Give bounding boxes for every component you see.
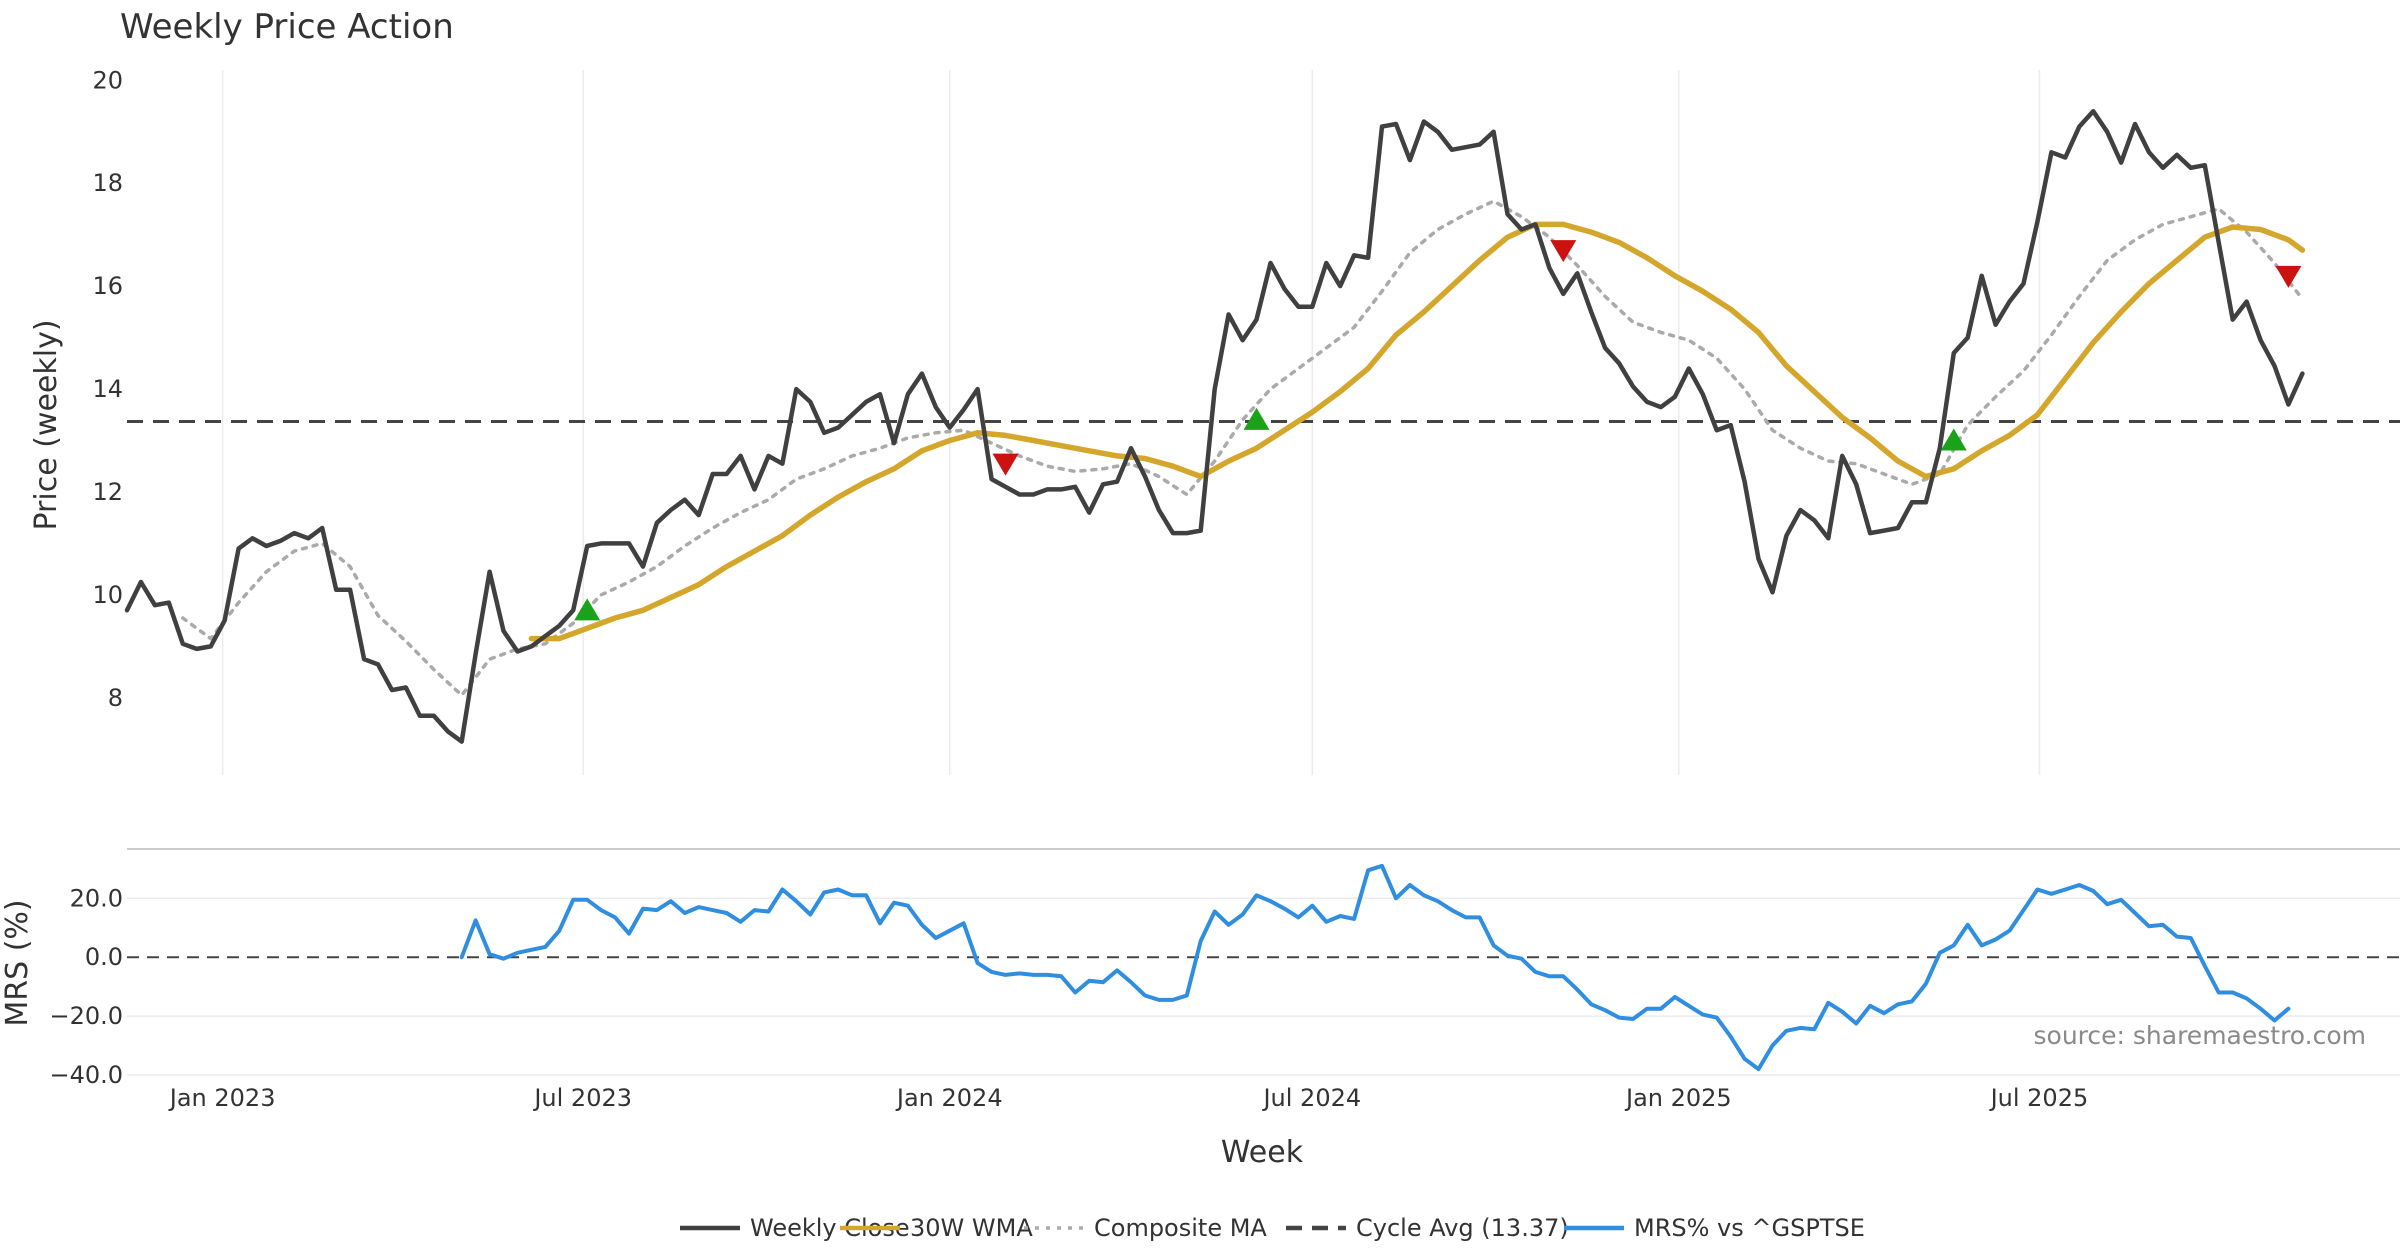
mrs-y-tick-label: −40.0 — [49, 1061, 123, 1089]
legend-item: 30W WMA — [840, 1214, 1033, 1242]
chart-title: Weekly Price Action — [120, 7, 454, 47]
legend-item: Composite MA — [1024, 1214, 1267, 1242]
x-tick-label: Jul 2023 — [532, 1084, 632, 1112]
mrs-y-tick-label: 20.0 — [70, 884, 123, 912]
price-panel: 8 10 12 14 16 18 20 Price (weekly) — [29, 66, 2400, 775]
buy-signal-marker — [574, 598, 601, 621]
mrs-y-ticks: 20.0 0.0 −20.0 −40.0 — [49, 884, 123, 1089]
source-note: source: sharemaestro.com — [2034, 1021, 2367, 1050]
mrs-series — [459, 863, 2291, 1072]
sell-signal-marker — [992, 453, 1019, 476]
price-y-tick-label: 14 — [92, 375, 123, 403]
x-axis-label: Week — [1221, 1135, 1304, 1170]
x-tick-label: Jul 2025 — [1989, 1084, 2089, 1112]
signal-markers — [574, 240, 2302, 621]
series-30w-wma — [528, 221, 2306, 642]
x-tick-label: Jan 2025 — [1624, 1084, 1732, 1112]
legend-item: MRS% vs ^GSPTSE — [1564, 1214, 1865, 1242]
mrs-y-axis-label: MRS (%) — [0, 899, 35, 1026]
price-y-ticks: 8 10 12 14 16 18 20 — [92, 66, 123, 712]
price-y-tick-label: 12 — [92, 478, 123, 506]
price-y-tick-label: 16 — [92, 272, 123, 300]
buy-signal-marker — [1243, 407, 1270, 430]
x-tick-label: Jan 2024 — [895, 1084, 1003, 1112]
price-y-tick-label: 18 — [92, 169, 123, 197]
series-mrs-vs-gsptse — [459, 863, 2291, 1072]
sell-signal-marker — [1550, 240, 1577, 263]
x-tick-label: Jan 2023 — [168, 1084, 276, 1112]
legend-label: MRS% vs ^GSPTSE — [1634, 1214, 1865, 1242]
price-y-tick-label: 20 — [92, 66, 123, 94]
price-y-tick-label: 8 — [108, 684, 123, 712]
series-weekly-close — [124, 108, 2305, 744]
legend-label: Composite MA — [1094, 1214, 1267, 1242]
buy-signal-marker — [1940, 428, 1967, 451]
price-series — [124, 108, 2306, 744]
mrs-y-tick-label: 0.0 — [85, 943, 123, 971]
legend-label: 30W WMA — [910, 1214, 1033, 1242]
legend-label: Cycle Avg (13.37) — [1356, 1214, 1569, 1242]
price-y-axis-label: Price (weekly) — [29, 319, 64, 530]
x-tick-label: Jul 2024 — [1261, 1084, 1361, 1112]
mrs-y-tick-label: −20.0 — [49, 1002, 123, 1030]
legend-item: Cycle Avg (13.37) — [1286, 1214, 1569, 1242]
x-axis-ticks: Jan 2023 Jul 2023 Jan 2024 Jul 2024 Jan 2025… — [168, 1084, 2088, 1112]
legend: Weekly Close 30W WMA Composite MA Cycle Avg… — [680, 1214, 1865, 1242]
price-y-tick-label: 10 — [92, 581, 123, 609]
mrs-panel: 20.0 0.0 −20.0 −40.0 MRS (%) source: sharem… — [0, 863, 2400, 1089]
sell-signal-marker — [2275, 265, 2302, 288]
